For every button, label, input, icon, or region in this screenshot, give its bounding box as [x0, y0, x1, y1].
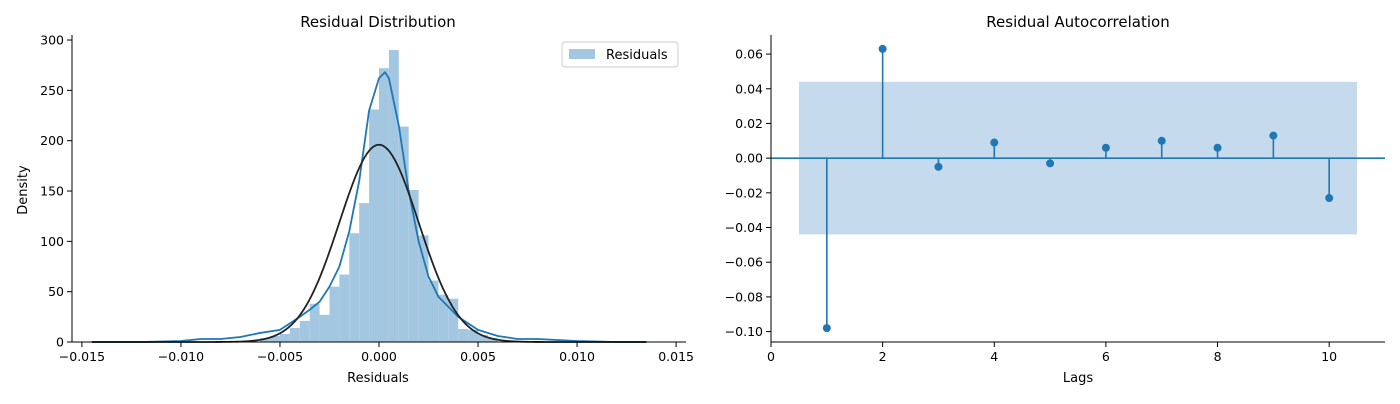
- y-tick-label: −0.04: [725, 220, 763, 235]
- acf-stem-marker: [1101, 143, 1110, 152]
- y-tick-label: 50: [48, 284, 64, 299]
- x-tick-label: 10: [1321, 349, 1337, 364]
- histogram-bar: [388, 50, 399, 343]
- residual-distribution-chart: Residual Distribution −0.015 −0.010 −0.005…: [16, 13, 694, 386]
- histogram-bar: [329, 286, 340, 342]
- y-tick-label: 0.00: [735, 151, 763, 166]
- x-tick-label: −0.010: [158, 349, 204, 364]
- histogram-bar: [438, 294, 449, 342]
- legend-box: [561, 41, 679, 68]
- y-tick-label: 100: [40, 234, 64, 249]
- histogram-bar: [299, 320, 310, 342]
- x-tick-label: 4: [990, 349, 998, 364]
- histogram-bar: [339, 274, 350, 342]
- histogram-bar: [309, 303, 320, 342]
- acf-stem-marker: [1325, 194, 1334, 203]
- x-tick-label: 8: [1214, 349, 1222, 364]
- x-tick-label: −0.015: [59, 349, 105, 364]
- y-tick-label: 0: [56, 335, 64, 350]
- x-tick-label: 2: [879, 349, 887, 364]
- kde-line: [91, 71, 647, 343]
- histogram-bar: [458, 328, 469, 342]
- x-tick-label: 0.005: [460, 349, 496, 364]
- x-tick-label: 0.015: [658, 349, 694, 364]
- histogram-bar: [428, 280, 439, 342]
- histogram-bar: [260, 337, 271, 342]
- y-tick-label: −0.10: [725, 324, 763, 339]
- histogram-bar: [478, 334, 488, 342]
- y-tick-label: −0.02: [725, 185, 763, 200]
- y-tick-label: −0.08: [725, 289, 763, 304]
- histogram-bar: [319, 314, 330, 342]
- histogram-bar: [270, 335, 280, 342]
- left-y-ticks: 0 50 100 150 200 250 300: [40, 33, 72, 350]
- x-tick-label: 0.010: [559, 349, 595, 364]
- y-tick-label: 0.04: [735, 81, 763, 96]
- x-tick-label: 6: [1102, 349, 1110, 364]
- histogram-bar: [468, 329, 479, 342]
- x-tick-label: 0: [767, 349, 775, 364]
- y-tick-label: 0.06: [735, 47, 763, 62]
- histogram-bar: [398, 126, 409, 343]
- right-y-ticks: −0.10 −0.08 −0.06 −0.04 −0.02 0.00 0.02 0.04 0.0…: [725, 47, 771, 339]
- right-axes: [770, 35, 1385, 343]
- histogram-bar: [289, 327, 300, 342]
- acf-stems: [822, 44, 1334, 333]
- right-x-axis-label: Lags: [1063, 371, 1093, 386]
- acf-stem-marker: [822, 324, 831, 333]
- acf-stem-marker: [1269, 131, 1278, 140]
- legend-label: Residuals: [606, 48, 668, 63]
- histogram-bars: [260, 50, 498, 343]
- histogram-bar: [487, 337, 498, 342]
- legend: Residuals: [561, 41, 679, 68]
- acf-stem-marker: [990, 138, 999, 147]
- x-tick-label: −0.005: [257, 349, 303, 364]
- y-tick-label: 200: [40, 133, 64, 148]
- acf-stem-marker: [1213, 143, 1222, 152]
- histogram-bar: [379, 68, 389, 342]
- y-tick-label: 150: [40, 184, 64, 199]
- x-tick-label: 0.000: [361, 349, 397, 364]
- histogram-bar: [418, 235, 429, 342]
- legend-swatch: [569, 49, 595, 59]
- right-x-ticks: 0 2 4 6 8 10: [767, 342, 1337, 364]
- histogram-bar: [448, 298, 459, 342]
- y-tick-label: 0.02: [735, 116, 763, 131]
- y-tick-label: 300: [40, 33, 64, 48]
- acf-stem-marker: [878, 44, 887, 53]
- left-x-ticks: −0.015 −0.010 −0.005 0.000 0.005 0.010 0.015: [59, 342, 694, 364]
- left-x-axis-label: Residuals: [347, 371, 409, 386]
- left-y-axis-label: Density: [16, 165, 31, 215]
- histogram-bar: [408, 190, 419, 342]
- acf-stem-marker: [1046, 159, 1055, 168]
- acf-stem-marker: [934, 162, 943, 171]
- left-chart-title: Residual Distribution: [300, 13, 456, 31]
- histogram-bar: [349, 233, 360, 342]
- y-tick-label: 250: [40, 83, 64, 98]
- right-chart-title: Residual Autocorrelation: [986, 13, 1169, 31]
- histogram-bar: [369, 109, 379, 342]
- histogram-bar: [279, 333, 290, 342]
- residual-autocorrelation-chart: Residual Autocorrelation 0 2 4 6 8 10 −0.10−0…: [725, 13, 1385, 386]
- y-tick-label: −0.06: [725, 255, 763, 270]
- acf-stem-marker: [1157, 136, 1166, 145]
- histogram-bar: [359, 203, 370, 342]
